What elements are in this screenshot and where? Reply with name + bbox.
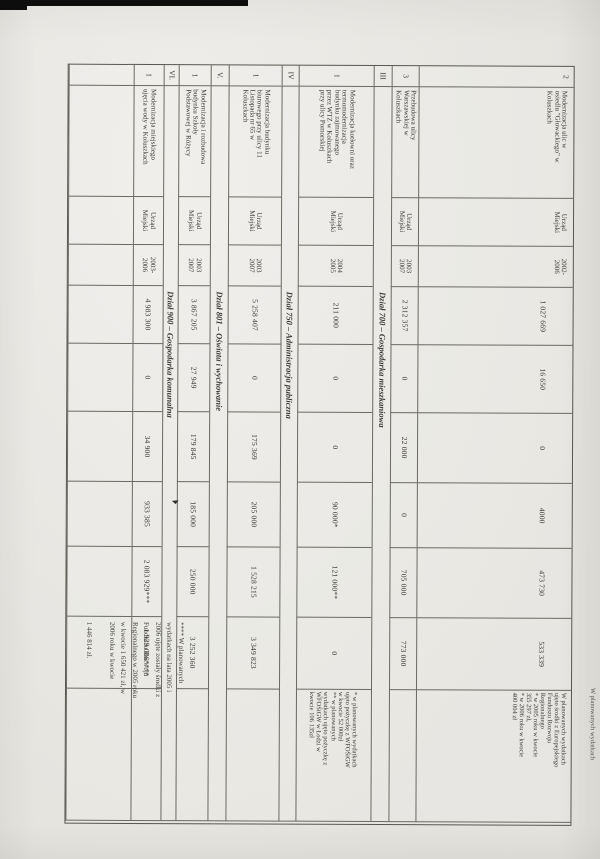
name-cell: Modernizacja miejskiego ujęcia wody w Ko… (133, 85, 164, 198)
lp-cell: III (373, 66, 392, 88)
value-cell: 0 (297, 344, 373, 414)
lp-cell: 1 (133, 64, 164, 87)
section-title-cell: Dział 801 – Oświata i wychowanie (207, 86, 229, 822)
empty-value-cell (67, 343, 133, 412)
value-cell: 0 (227, 344, 281, 413)
value-cell: 2 312 357 (390, 287, 418, 346)
unit-cell: Urząd Miejski (417, 198, 574, 247)
value-cell: 185 000 (176, 482, 209, 548)
value-cell: 34 900 (131, 411, 163, 483)
value-cell: 22 000 (389, 413, 418, 484)
value-cell: 0 (295, 617, 372, 691)
scan-artifact-top-bar (0, 0, 248, 6)
value-cell: 27 949 (177, 344, 210, 413)
lp-cell: 3 (391, 66, 419, 88)
value-cell: 90 000* (296, 482, 372, 549)
unit-cell: Urząd Miejski (297, 197, 374, 247)
section-title-cell: Dział 700 – Gospodarka mieszkaniowa (370, 87, 392, 823)
value-cell: 5 258 407 (227, 286, 281, 345)
lp-cell: VI. (163, 65, 179, 87)
lp-cell: 1 (228, 65, 282, 87)
years-cell: 2004 2005 (297, 245, 373, 288)
value-cell: 473 730 (416, 548, 572, 619)
value-cell: 3 867 205 (177, 286, 210, 345)
empty-value-cell (66, 481, 132, 547)
value-cell: 533 339 (415, 618, 572, 691)
name-cell: Modernizacja ulic w osiedlu "Głowackiego… (418, 87, 574, 199)
lp-cell: V. (210, 65, 229, 87)
value-cell: 211 000 (297, 286, 373, 346)
value-cell: 3 349 823 (225, 617, 280, 690)
value-cell: 179 845 (176, 412, 210, 483)
empty-value-cell (67, 285, 133, 344)
empty-value-cell (66, 411, 133, 482)
unit-cell: Urząd Miejski (132, 196, 164, 246)
uwagi-cell: * w planowanych wydatkach ujęto pożyczkę… (295, 689, 371, 823)
footnote-text: **** W planowanych wydatkach na lata 200… (85, 621, 186, 699)
years-cell: 2003 2007 (227, 245, 281, 287)
name-cell: Modernizacja kotłowni oraz termomoderniz… (298, 86, 374, 199)
years-cell: 2002- 2006 (417, 246, 573, 288)
value-cell: 0 (416, 413, 573, 484)
uwagi-cell (388, 690, 416, 823)
lp-cell: IV (281, 65, 299, 87)
empty-years-cell (67, 244, 133, 286)
unit-cell: Urząd Miejski (177, 197, 211, 246)
empty-lp-cell (68, 64, 134, 86)
cut-row-note: W planowanych wydatkach (588, 687, 596, 761)
value-cell: 0 (296, 412, 373, 484)
value-cell: 0 (390, 345, 418, 414)
value-cell: 705 000 (389, 548, 417, 619)
name-cell: Modernizacja i rozbudowa budynku Szkoły … (178, 86, 211, 198)
uwagi-cell (225, 689, 279, 822)
uwagi-cell: W planowanych wydatkach ujęto środki z E… (415, 690, 571, 823)
years-cell: 2003 2007 (177, 245, 210, 287)
section-title-cell: Dział 750 – Administracja publiczna (278, 86, 299, 822)
value-cell: 4 983 300 (132, 285, 163, 345)
value-cell: 250 000 (176, 547, 209, 618)
years-cell: 2003 2007 (390, 246, 418, 288)
name-cell: Modernizacja budynku biurowego przy ulic… (228, 86, 282, 198)
value-cell: 0 (132, 343, 163, 413)
value-cell: 4000 (416, 483, 572, 549)
value-cell: 2 083 929*** (131, 546, 162, 618)
empty-unit-cell (67, 196, 134, 245)
years-cell: 2003- 2006 (132, 244, 163, 287)
name-cell: Przebudowa ulicy Warszawskiej w Koluszka… (391, 87, 419, 199)
lp-cell: 1 (298, 65, 374, 88)
value-cell: 933 385 (131, 481, 162, 548)
lp-cell: 1 (178, 65, 211, 87)
value-cell: 16 650 (417, 345, 573, 414)
unit-cell: Urząd Miejski (227, 197, 282, 246)
value-cell: 121 000** (296, 547, 372, 619)
empty-value-cell (66, 546, 132, 617)
scan-artifact-corner-bar (0, 0, 27, 10)
value-cell: 1 528 215 (226, 547, 280, 618)
lp-cell: 2 (418, 66, 574, 88)
unit-cell: Urząd Miejski (390, 198, 419, 247)
value-cell: 0 (389, 483, 417, 549)
empty-name-cell (68, 85, 134, 197)
value-cell: 175 369 (226, 412, 281, 483)
value-cell: 773 000 (388, 618, 417, 691)
value-cell: 205 000 (226, 482, 280, 548)
value-cell: 1 027 669 (417, 287, 573, 346)
